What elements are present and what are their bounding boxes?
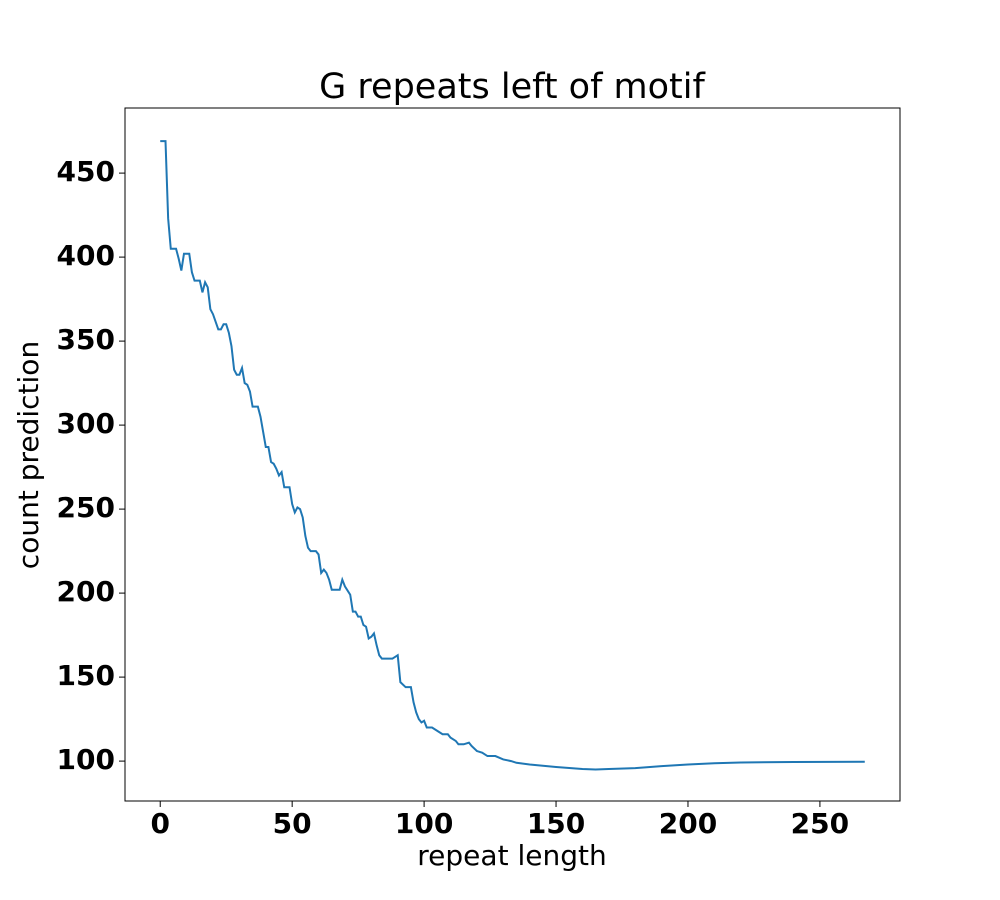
x-axis-label: repeat length (417, 839, 606, 872)
data-line (160, 140, 865, 771)
y-tick-label: 250 (57, 491, 115, 524)
plot-frame (124, 107, 901, 802)
x-tick-label: 0 (150, 807, 169, 840)
y-tick-label: 150 (57, 659, 115, 692)
x-tick-label: 100 (395, 807, 453, 840)
y-tick-label: 350 (57, 323, 115, 356)
y-tick-label: 300 (57, 407, 115, 440)
y-axis-label: count prediction (12, 341, 45, 569)
x-tick-label: 250 (791, 807, 849, 840)
y-tick-label: 200 (57, 575, 115, 608)
y-tick-label: 450 (57, 155, 115, 188)
chart-title: G repeats left of motif (319, 67, 705, 107)
x-tick-label: 50 (273, 807, 312, 840)
y-tick-label: 100 (57, 743, 115, 776)
y-tick-label: 400 (57, 239, 115, 272)
x-tick-label: 200 (659, 807, 717, 840)
x-tick-label: 150 (527, 807, 585, 840)
